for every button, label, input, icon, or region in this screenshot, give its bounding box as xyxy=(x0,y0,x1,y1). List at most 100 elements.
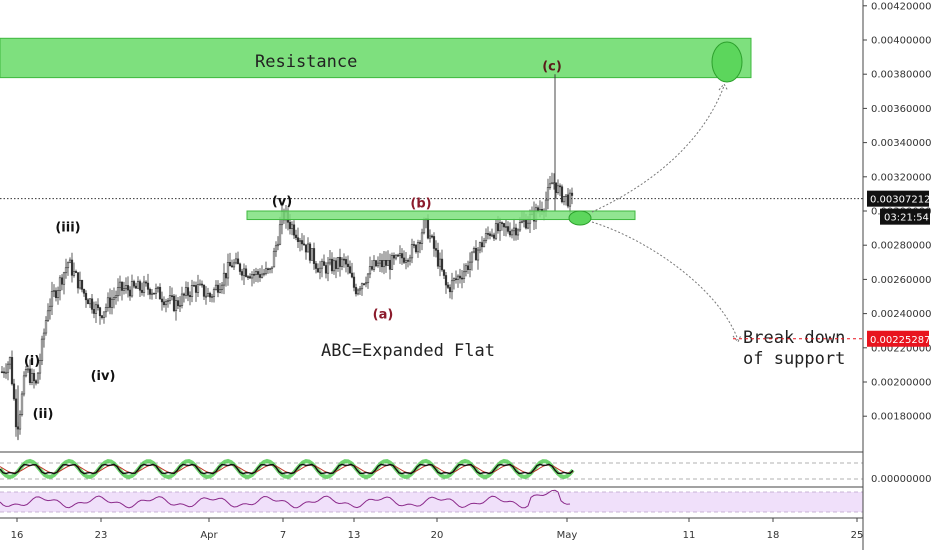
candle xyxy=(142,275,146,297)
oscillator-panel xyxy=(0,451,863,480)
candle xyxy=(144,280,148,287)
candle xyxy=(148,287,152,300)
candle xyxy=(154,283,158,299)
candle xyxy=(404,252,408,270)
candle xyxy=(218,283,222,294)
candle xyxy=(72,262,76,278)
candle xyxy=(216,280,220,298)
target-price-badge: 0.00225287 xyxy=(867,330,930,347)
candle xyxy=(362,283,366,286)
candle xyxy=(166,298,170,308)
candle xyxy=(28,359,32,386)
candle xyxy=(206,287,210,297)
candle xyxy=(342,253,346,268)
candle xyxy=(348,260,352,274)
candle xyxy=(502,222,506,236)
candle xyxy=(474,240,478,261)
candle xyxy=(112,287,116,309)
indicator-zero-label: 0.00000000 xyxy=(871,474,931,485)
resistance-label: Resistance xyxy=(255,52,357,72)
oscillator-line xyxy=(0,463,574,475)
candle xyxy=(490,228,494,238)
candle xyxy=(564,194,568,206)
candle xyxy=(30,368,34,386)
wave-label: (a) xyxy=(373,308,394,323)
candle xyxy=(174,294,178,321)
candle xyxy=(272,247,276,268)
candle xyxy=(274,241,278,257)
candle xyxy=(352,272,356,292)
candle xyxy=(386,250,390,266)
y-tick-label: 0.00380000 xyxy=(871,70,931,81)
candle xyxy=(250,271,254,287)
candle xyxy=(170,287,174,301)
support-marker xyxy=(568,210,592,226)
candle xyxy=(390,252,394,270)
candle xyxy=(488,231,492,240)
candle xyxy=(94,301,98,324)
candle xyxy=(76,272,80,294)
candle xyxy=(118,275,122,297)
time-axis[interactable]: 16 23 Apr 7 13 20 May 11 18 25 xyxy=(0,517,863,541)
candle xyxy=(168,285,172,305)
countdown-value: 03:21:54 xyxy=(884,213,929,224)
candle xyxy=(202,284,206,300)
candle xyxy=(546,178,550,210)
candle xyxy=(464,263,468,277)
candle xyxy=(480,236,484,253)
candle xyxy=(450,272,454,300)
candle xyxy=(138,279,142,297)
candle xyxy=(48,298,52,320)
candle xyxy=(506,221,510,234)
candle xyxy=(262,268,266,277)
candle xyxy=(106,292,110,312)
candle xyxy=(136,276,140,289)
candle xyxy=(324,262,328,279)
candle xyxy=(302,235,306,246)
candle xyxy=(512,218,516,241)
candle xyxy=(70,252,74,283)
projection-arrow-down xyxy=(591,221,742,343)
candle xyxy=(158,283,162,300)
candle xyxy=(60,274,64,291)
candle xyxy=(236,251,240,265)
candle xyxy=(252,268,256,284)
candle xyxy=(316,263,320,273)
candle xyxy=(230,259,234,268)
candle xyxy=(436,242,440,270)
candle xyxy=(306,237,310,253)
candle xyxy=(392,252,396,265)
candle xyxy=(484,228,488,244)
candle xyxy=(212,287,216,303)
candle xyxy=(498,217,502,241)
candle xyxy=(354,283,358,297)
candle xyxy=(514,223,518,241)
candle xyxy=(34,379,38,386)
candle xyxy=(290,221,294,236)
candle xyxy=(228,252,232,267)
price-axis[interactable]: 0.00180000 0.00200000 0.00220000 0.00240000… xyxy=(862,0,931,550)
candle xyxy=(562,196,566,206)
candle xyxy=(102,311,106,324)
candle xyxy=(458,268,462,284)
candle xyxy=(292,220,296,239)
candle xyxy=(52,284,56,298)
candle xyxy=(338,248,342,277)
candle xyxy=(172,293,176,313)
candle xyxy=(298,238,302,252)
rsi-band xyxy=(0,492,863,512)
candle xyxy=(320,258,324,278)
countdown-badge: 03:21:54 xyxy=(880,208,930,225)
candle xyxy=(380,253,384,273)
candle xyxy=(278,216,282,246)
candle xyxy=(32,369,36,389)
candle xyxy=(196,274,200,298)
candle xyxy=(370,259,374,271)
candle xyxy=(134,282,138,289)
candle xyxy=(40,335,44,366)
candle xyxy=(162,296,166,308)
candle xyxy=(38,353,42,380)
candle xyxy=(408,254,412,266)
candle xyxy=(156,286,160,293)
